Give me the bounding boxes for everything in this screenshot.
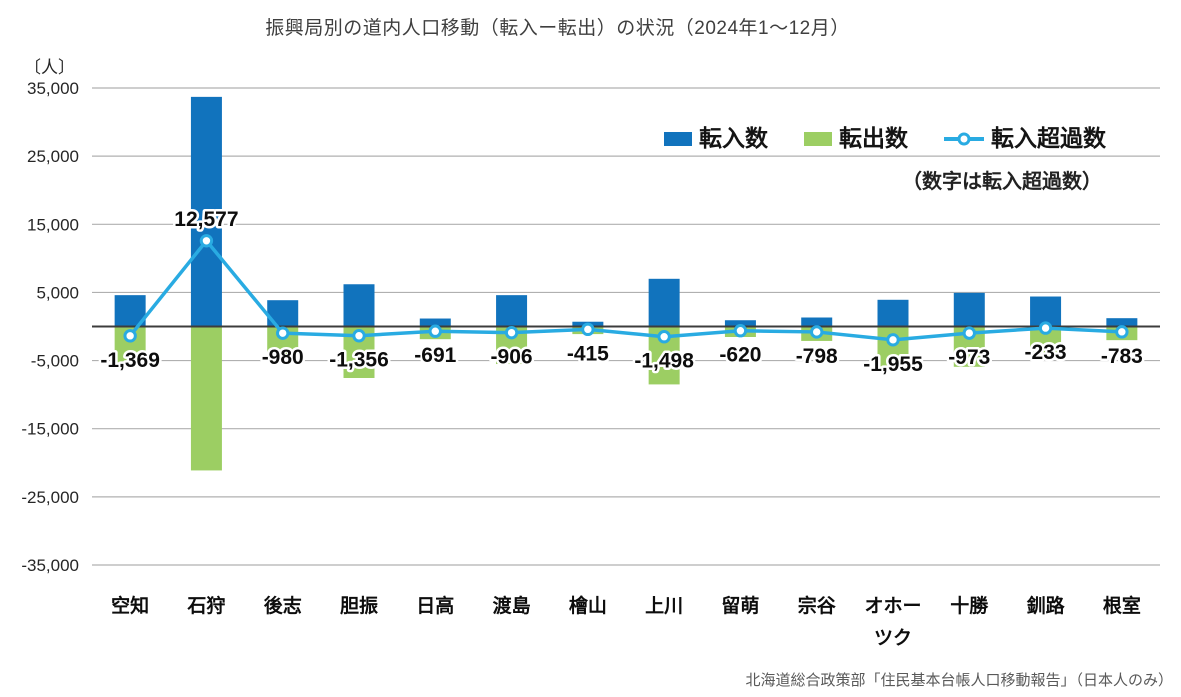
x-category-label-4: 日高: [416, 594, 454, 617]
net-marker-3: [352, 329, 366, 343]
x-category-label-6: 檜山: [569, 594, 607, 617]
net-marker-6: [581, 322, 595, 337]
bar-out-migration-1: [190, 326, 222, 471]
net-value-label-4: -691: [414, 344, 456, 367]
net-value-label-11: -973: [948, 346, 990, 369]
bar-in-migration-8: [724, 320, 756, 327]
y-tick-label: -25,000: [21, 488, 79, 507]
x-category-label-12: 釧路: [1027, 594, 1066, 617]
net-value-label-3: -1,356: [329, 349, 389, 372]
chart-legend: 転入数 転出数 転入超過数: [664, 127, 1106, 150]
y-tick-label: -35,000: [21, 556, 79, 575]
y-tick-label: 5,000: [36, 283, 79, 302]
net-value-label-10: -1,955: [863, 353, 923, 376]
net-marker-12: [1038, 321, 1053, 335]
legend-label-2: 転出数: [839, 125, 908, 151]
net-value-label-0: -1,369: [100, 349, 160, 372]
net-marker-2: [276, 326, 290, 340]
bar-in-migration-3: [343, 284, 375, 327]
net-marker-10: [886, 333, 900, 347]
x-category-label-2: 後志: [264, 594, 302, 617]
y-tick-label: -15,000: [21, 420, 79, 439]
net-marker-4: [428, 324, 442, 338]
net-value-label-1: 12,577: [174, 208, 238, 231]
bar-in-migration-5: [496, 295, 528, 327]
net-marker-7: [657, 330, 671, 344]
x-category-label-9: 宗谷: [798, 594, 837, 617]
chart-title: 振興局別の道内人口移動（転入ー転出）の状況（2024年1〜12月）: [265, 18, 850, 39]
net-value-label-2: -980: [262, 346, 304, 369]
bar-in-migration-1: [190, 96, 222, 327]
net-migration-line: [128, 239, 1122, 342]
bar-in-migration-9: [801, 317, 833, 327]
y-tick-label: 35,000: [27, 79, 79, 98]
x-category-label-7: 上川: [645, 595, 683, 617]
net-value-label-8: -620: [719, 344, 761, 367]
y-tick-label: 25,000: [27, 147, 79, 166]
legend-square-swatch-icon: [804, 131, 832, 146]
x-category-label-13: 根室: [1103, 594, 1141, 617]
x-category-label-1: 石狩: [186, 594, 225, 617]
bar-in-migration-11: [953, 292, 985, 327]
y-tick-label: -5,000: [31, 352, 79, 371]
net-marker-1: [199, 234, 214, 248]
x-category-label-10: オホー: [864, 596, 921, 617]
legend-label-3: 転入超過数: [991, 125, 1106, 151]
bar-in-migration-10: [877, 299, 909, 327]
legend-item-3: 転入超過数: [944, 127, 1106, 150]
x-category-label-8: 留萌: [721, 594, 759, 617]
net-value-label-13: -783: [1101, 345, 1143, 368]
x-category-label-5: 渡島: [493, 594, 531, 617]
net-marker-8: [733, 324, 748, 338]
net-marker-11: [962, 326, 976, 340]
circle-marker-icon: [957, 132, 971, 145]
x-category-label-10-line2: ツク: [874, 627, 912, 649]
x-category-label-11: 十勝: [950, 594, 989, 617]
net-value-label-12: -233: [1025, 341, 1067, 364]
legend-item-1: 転入数: [664, 127, 768, 150]
net-value-label-7: -1,498: [634, 350, 694, 373]
net-value-label-5: -906: [491, 346, 533, 369]
net-value-label-6: -415: [567, 342, 609, 365]
bar-in-migration-13: [1106, 318, 1138, 327]
legend-square-swatch-icon: [664, 131, 692, 146]
net-marker-13: [1115, 325, 1129, 339]
bar-in-migration-4: [419, 318, 451, 327]
legend-label-1: 転入数: [699, 125, 768, 151]
x-category-label-3: 胆振: [340, 594, 378, 617]
net-marker-9: [810, 325, 824, 339]
source-credit: 北海道総合政策部「住民基本台帳人口移動報告」（日本人のみ）: [745, 672, 1173, 689]
y-tick-label: 15,000: [27, 215, 79, 234]
y-axis-unit-label: 〔人〕: [24, 58, 75, 77]
legend-item-2: 転出数: [804, 127, 908, 150]
net-value-label-9: -798: [796, 345, 838, 368]
net-marker-0: [123, 329, 137, 343]
net-marker-5: [504, 325, 519, 340]
x-category-label-0: 空知: [111, 594, 149, 617]
legend-note: （数字は転入超過数）: [902, 171, 1102, 193]
legend-line-marker-icon: [944, 132, 984, 145]
bar-in-migration-7: [648, 278, 680, 327]
